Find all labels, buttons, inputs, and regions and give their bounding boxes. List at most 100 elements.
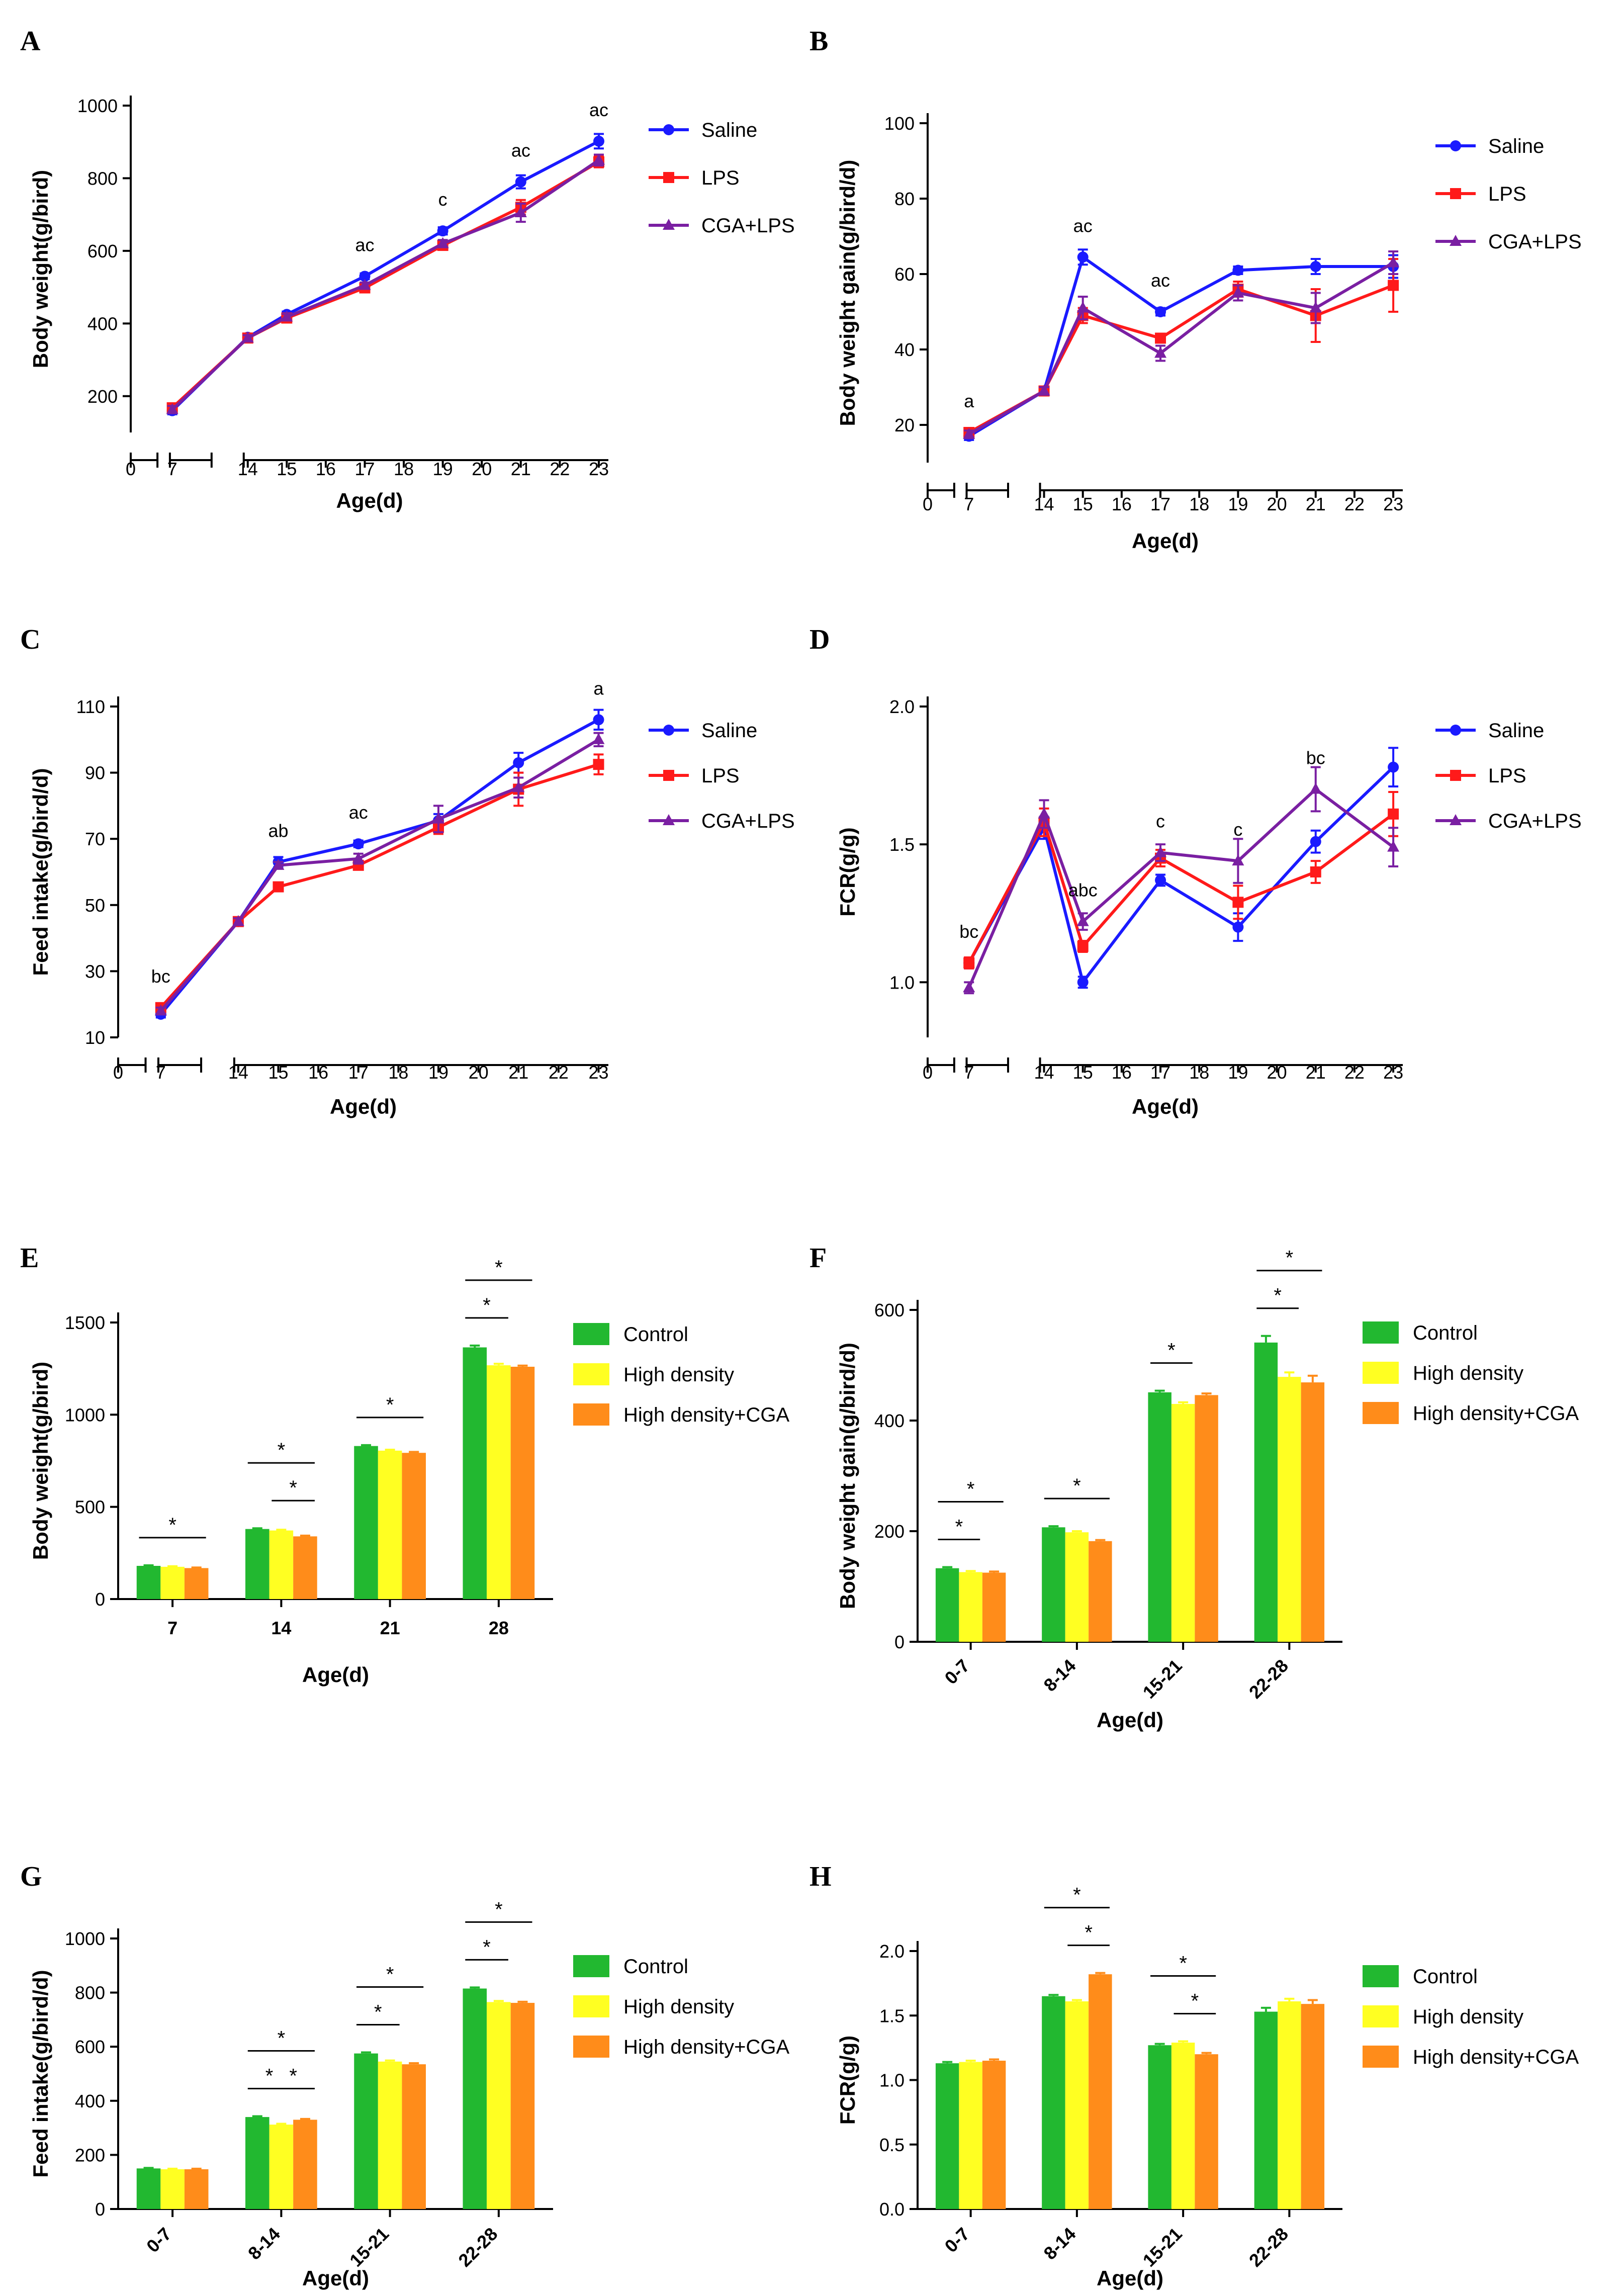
bar bbox=[959, 2062, 982, 2209]
data-point bbox=[1310, 261, 1321, 272]
legend-label: High density bbox=[623, 1364, 734, 1386]
data-point bbox=[437, 225, 448, 237]
x-axis-title: Age(d) bbox=[336, 489, 403, 512]
x-tick-label: 21 bbox=[1306, 494, 1326, 514]
y-tick-label: 110 bbox=[76, 696, 105, 717]
data-point bbox=[1038, 807, 1050, 819]
data-point bbox=[432, 812, 444, 824]
y-tick-label: 0.5 bbox=[879, 2135, 905, 2155]
data-point bbox=[1154, 346, 1167, 358]
significance-star: * bbox=[955, 1516, 963, 1538]
x-tick-label: 15 bbox=[1073, 1062, 1093, 1083]
legend-label: Control bbox=[1413, 1322, 1478, 1344]
data-point bbox=[515, 176, 526, 188]
data-point bbox=[1232, 921, 1244, 933]
significance-star: * bbox=[386, 1394, 394, 1416]
bar bbox=[1195, 2054, 1218, 2209]
bar bbox=[136, 2168, 161, 2209]
bar bbox=[463, 1988, 487, 2209]
y-tick-label: 500 bbox=[75, 1497, 105, 1518]
y-tick-label: 400 bbox=[87, 313, 118, 334]
significance-letters: ac bbox=[355, 234, 374, 255]
bar bbox=[1254, 1342, 1278, 1642]
y-tick-label: 50 bbox=[85, 895, 105, 916]
legend-label: Saline bbox=[1488, 720, 1544, 742]
data-point bbox=[1309, 301, 1322, 313]
bar bbox=[378, 1450, 402, 1599]
legend-swatch bbox=[573, 2036, 609, 2058]
series-control bbox=[935, 1994, 1278, 2209]
significance-star: * bbox=[289, 2065, 297, 2087]
bar bbox=[510, 1367, 535, 1599]
x-tick-label: 23 bbox=[1383, 1062, 1403, 1083]
y-axis-title: FCR(g/g) bbox=[836, 827, 859, 916]
data-point bbox=[1077, 977, 1089, 988]
legend-marker bbox=[1450, 770, 1461, 781]
panel-letter: F bbox=[809, 1243, 827, 1274]
x-tick-label: 21 bbox=[508, 1062, 528, 1083]
x-axis-title: Age(d) bbox=[1132, 529, 1199, 553]
legend-marker bbox=[663, 219, 675, 230]
series-cga-lps bbox=[166, 153, 605, 414]
y-tick-label: 600 bbox=[874, 1300, 905, 1320]
panel-letter: C bbox=[20, 624, 40, 655]
y-tick-label: 1.5 bbox=[889, 834, 915, 855]
data-point bbox=[1232, 286, 1244, 298]
x-axis-title: Age(d) bbox=[1097, 1708, 1163, 1732]
y-tick-label: 0 bbox=[95, 2199, 105, 2220]
series-saline bbox=[963, 248, 1399, 442]
legend-swatch bbox=[1363, 1402, 1399, 1424]
bar bbox=[1042, 1527, 1065, 1642]
x-tick-label: 18 bbox=[1189, 494, 1209, 514]
significance-star: * bbox=[967, 1478, 975, 1500]
x-tick-label: 21 bbox=[380, 1618, 400, 1638]
x-tick-label: 22-28 bbox=[1245, 1655, 1292, 1703]
data-point bbox=[241, 331, 254, 343]
y-tick-label: 2.0 bbox=[889, 696, 915, 717]
series-line bbox=[159, 763, 599, 1009]
data-point bbox=[232, 915, 244, 926]
legend-label: LPS bbox=[701, 167, 740, 189]
significance-star: * bbox=[1073, 1475, 1081, 1497]
x-tick-label: 7 bbox=[156, 1062, 166, 1083]
data-point bbox=[1076, 301, 1089, 313]
legend-swatch bbox=[1363, 1362, 1399, 1384]
legend-swatch bbox=[573, 1323, 609, 1345]
significance-star: * bbox=[265, 2065, 274, 2087]
data-point bbox=[1388, 280, 1399, 291]
x-tick-label: 18 bbox=[1189, 1062, 1209, 1083]
series-high-density bbox=[160, 1363, 511, 1599]
y-tick-label: 600 bbox=[87, 241, 118, 261]
legend-marker bbox=[1450, 140, 1461, 151]
bar bbox=[935, 2063, 959, 2209]
data-point bbox=[1154, 846, 1167, 857]
legend-marker bbox=[663, 814, 675, 825]
y-tick-label: 200 bbox=[87, 386, 118, 407]
bar bbox=[160, 1566, 185, 1599]
data-point bbox=[592, 733, 605, 744]
panel-e: E 0 500 1000 1500 Body weight(g/bird) Age(d) 7 1… bbox=[20, 1243, 789, 1687]
series-control bbox=[136, 1344, 487, 1599]
data-point bbox=[513, 757, 524, 768]
legend-marker bbox=[1450, 188, 1461, 199]
significance-star: * bbox=[168, 1514, 176, 1536]
bar bbox=[1171, 2043, 1195, 2209]
significance-star: * bbox=[386, 1963, 394, 1985]
x-tick-label: 8-14 bbox=[244, 2224, 284, 2264]
data-point bbox=[593, 714, 604, 726]
data-point bbox=[1310, 836, 1321, 847]
significance-star: * bbox=[1167, 1340, 1176, 1362]
significance-letters: ac bbox=[511, 140, 530, 161]
bar bbox=[136, 1566, 161, 1599]
legend-label: CGA+LPS bbox=[701, 215, 795, 237]
legend-label: CGA+LPS bbox=[1488, 810, 1582, 832]
data-point bbox=[352, 852, 365, 863]
x-tick-label: 20 bbox=[472, 459, 492, 479]
y-tick-label: 1000 bbox=[65, 1928, 105, 1949]
x-axis-title: Age(d) bbox=[330, 1095, 397, 1118]
y-tick-label: 1000 bbox=[77, 96, 118, 116]
series-high-density-cga bbox=[184, 1364, 535, 1599]
significance-star: * bbox=[374, 2001, 382, 2023]
legend-label: High density+CGA bbox=[623, 2036, 789, 2058]
panel-letter: A bbox=[20, 26, 41, 57]
